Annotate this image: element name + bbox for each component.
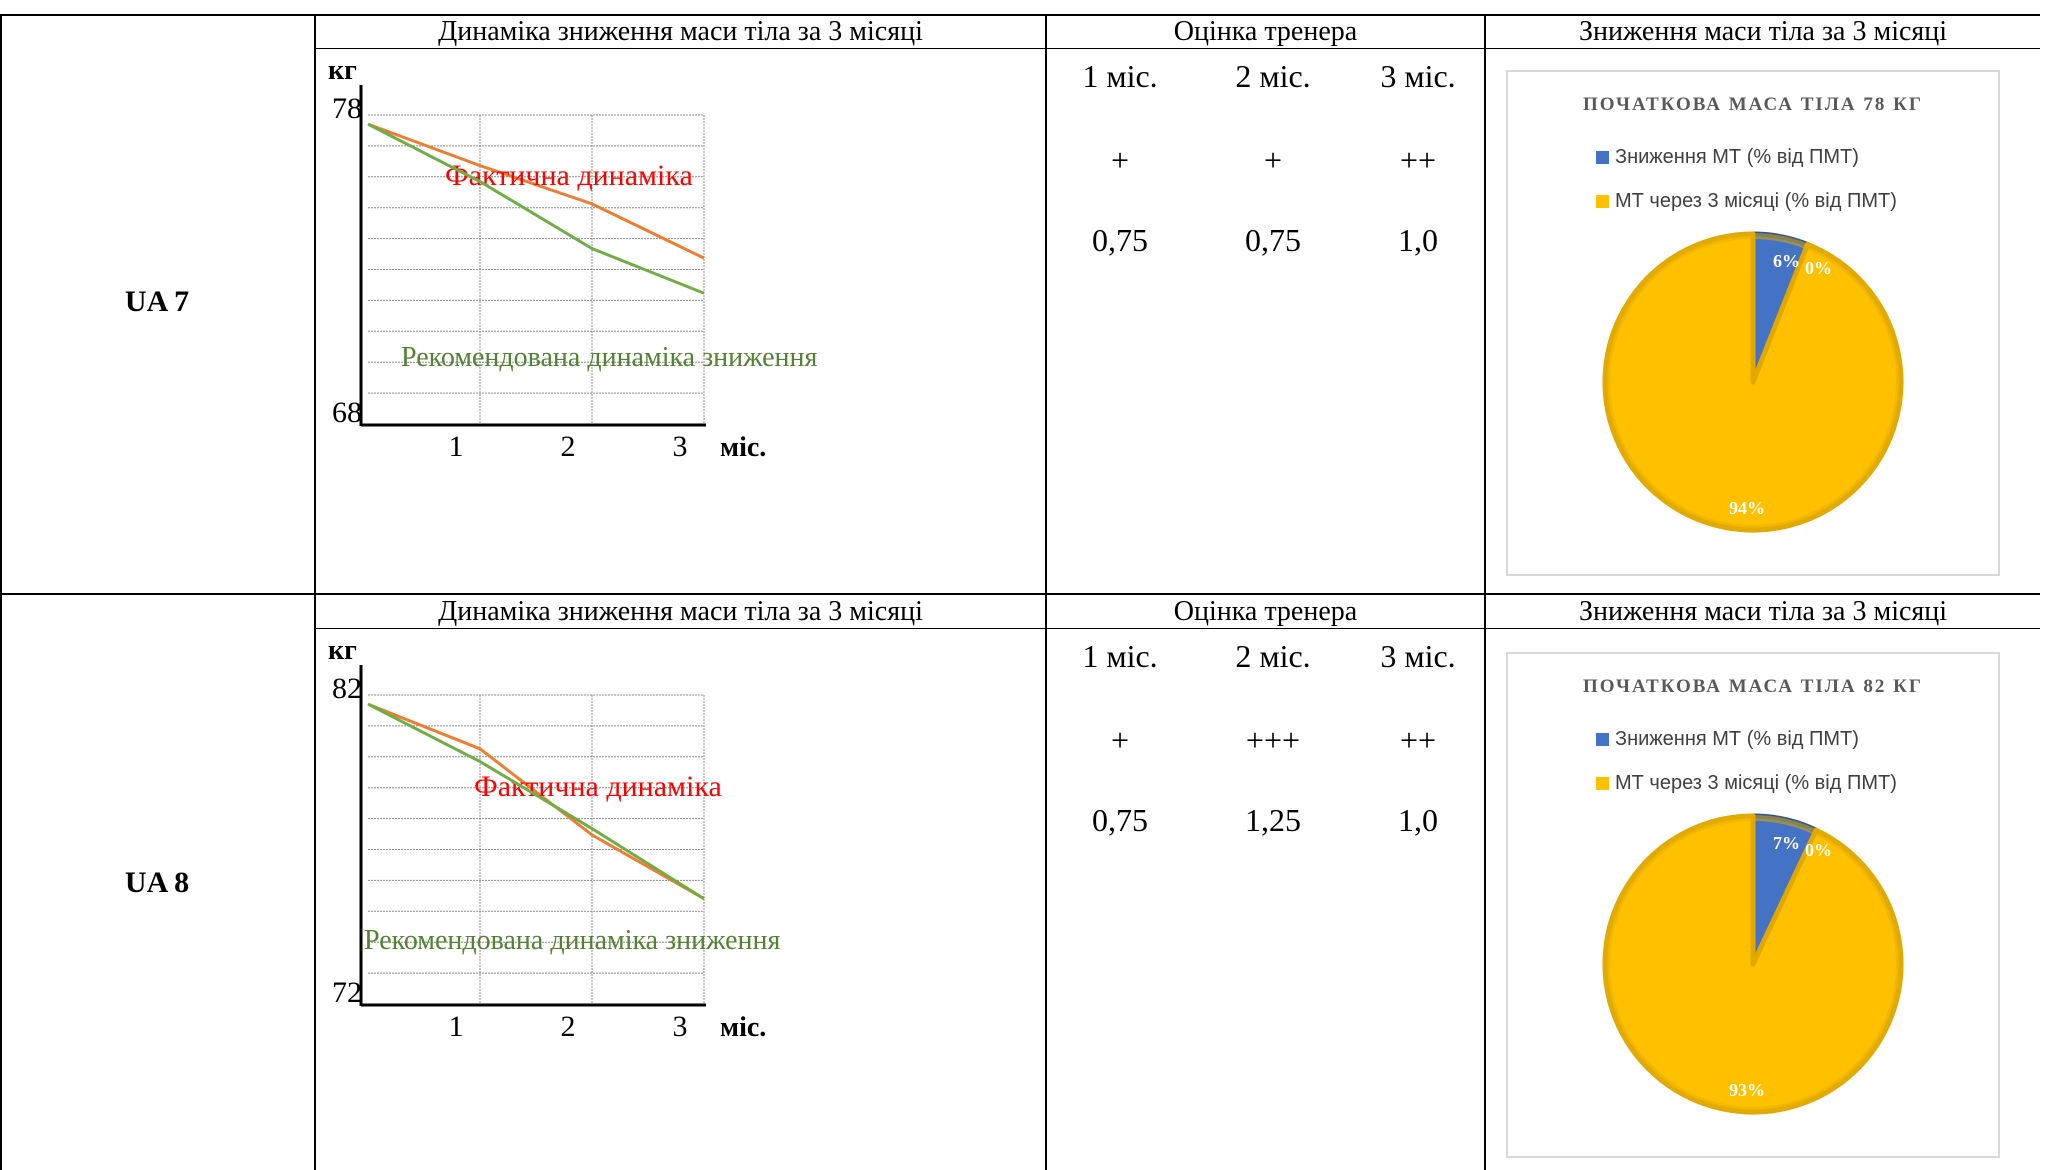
data-label: 6% (1773, 251, 1800, 271)
legend-label: МТ через 3 місяці (% від ПМТ) (1615, 772, 1897, 794)
grid (368, 694, 705, 1004)
subject-name: UA 7 (124, 285, 190, 318)
weight-line-chart: Фактична динаміка Рекомендована динаміка … (328, 55, 817, 463)
mark-value: ++ (1399, 722, 1437, 758)
mark-value: +++ (1245, 722, 1301, 758)
x-tick-label: 2 (561, 430, 576, 463)
pie-chart-card: ПОЧАТКОВА МАСА ТІЛА 82 КГ Зниження МТ (%… (1506, 652, 2000, 1158)
chart-header: Динаміка зниження маси тіла за 3 місяці (438, 16, 923, 47)
data-label: 94% (1729, 498, 1765, 518)
mark-value: + (1263, 142, 1283, 178)
series-line (367, 702, 705, 901)
y-tick-label: 82 (332, 672, 362, 705)
series-label: Рекомендована динаміка зниження (364, 925, 780, 956)
legend-label: Зниження МТ (% від ПМТ) (1615, 728, 1859, 750)
series-label: Фактична динаміка (474, 770, 722, 803)
x-tick-label: 1 (449, 1010, 464, 1043)
month-label: 1 міс. (1082, 58, 1158, 94)
legend-label: Зниження МТ (% від ПМТ) (1615, 146, 1859, 168)
pie-rim (1604, 233, 1902, 531)
month-label: 3 міс. (1380, 638, 1456, 674)
legend-item: Зниження МТ (% від ПМТ) (1596, 146, 1859, 169)
pie-title: ПОЧАТКОВА МАСА ТІЛА 78 КГ (1582, 94, 1924, 115)
data-label: 7% (1773, 833, 1800, 853)
x-tick-label: 1 (449, 430, 464, 463)
legend-label: МТ через 3 місяці (% від ПМТ) (1615, 190, 1897, 212)
score-value: 1,0 (1398, 222, 1438, 258)
weight-line-chart: Фактична динаміка Рекомендована динаміка … (328, 635, 780, 1043)
pie-chart: 6% 0% 94% (1602, 231, 1904, 533)
legend-swatch (1596, 195, 1609, 208)
score-value: 0,75 (1245, 222, 1301, 258)
legend-swatch (1596, 777, 1609, 790)
chart-header: Динаміка зниження маси тіла за 3 місяці (438, 596, 923, 627)
series-line (367, 702, 705, 901)
series-line (367, 122, 705, 260)
legend-swatch (1596, 733, 1609, 746)
pie-header: Зниження маси тіла за 3 місяці (1578, 16, 1948, 47)
legend-item: МТ через 3 місяці (% від ПМТ) (1596, 772, 1897, 795)
series-line (367, 122, 705, 295)
x-tick-label: 2 (561, 1010, 576, 1043)
data-label: 0% (1805, 840, 1832, 860)
pie-header: Зниження маси тіла за 3 місяці (1578, 596, 1948, 627)
series-label: Фактична динаміка (445, 159, 693, 192)
month-label: 3 міс. (1380, 58, 1456, 94)
month-label: 2 міс. (1235, 638, 1311, 674)
month-label: 1 міс. (1082, 638, 1158, 674)
x-tick-label: 3 (673, 430, 688, 463)
trainer-header: Оцінка тренера (1173, 16, 1358, 47)
y-axis-label: кг (328, 55, 357, 86)
data-label: 0% (1805, 258, 1832, 278)
trainer-header: Оцінка тренера (1173, 596, 1358, 627)
plot-area: Фактична динаміка Рекомендована динаміка … (328, 635, 780, 1043)
y-tick-label: 78 (332, 92, 362, 125)
grid (368, 114, 705, 424)
mark-value: ++ (1399, 142, 1437, 178)
score-value: 1,0 (1398, 802, 1438, 838)
mark-value: + (1110, 142, 1130, 178)
legend-swatch (1596, 151, 1609, 164)
y-tick-label: 72 (332, 976, 362, 1009)
y-axis-label: кг (328, 635, 357, 666)
x-axis-label: міс. (720, 1012, 766, 1043)
legend-item: Зниження МТ (% від ПМТ) (1596, 728, 1859, 751)
month-label: 2 міс. (1235, 58, 1311, 94)
score-value: 0,75 (1092, 802, 1148, 838)
x-tick-label: 3 (673, 1010, 688, 1043)
pie-chart: 7% 0% 93% (1602, 813, 1904, 1115)
legend-item: МТ через 3 місяці (% від ПМТ) (1596, 190, 1897, 213)
score-value: 1,25 (1245, 802, 1301, 838)
pie-title: ПОЧАТКОВА МАСА ТІЛА 82 КГ (1582, 676, 1924, 697)
plot-area: Фактична динаміка Рекомендована динаміка … (328, 55, 817, 463)
pie-chart-card: ПОЧАТКОВА МАСА ТІЛА 78 КГ Зниження МТ (%… (1506, 70, 2000, 576)
data-label: 93% (1729, 1080, 1765, 1100)
y-tick-label: 68 (332, 396, 362, 429)
score-value: 0,75 (1092, 222, 1148, 258)
pie-rim (1604, 815, 1902, 1113)
subject-name: UA 8 (124, 866, 190, 899)
x-axis-label: міс. (720, 432, 766, 463)
series-label: Рекомендована динаміка зниження (401, 342, 817, 373)
mark-value: + (1110, 722, 1130, 758)
